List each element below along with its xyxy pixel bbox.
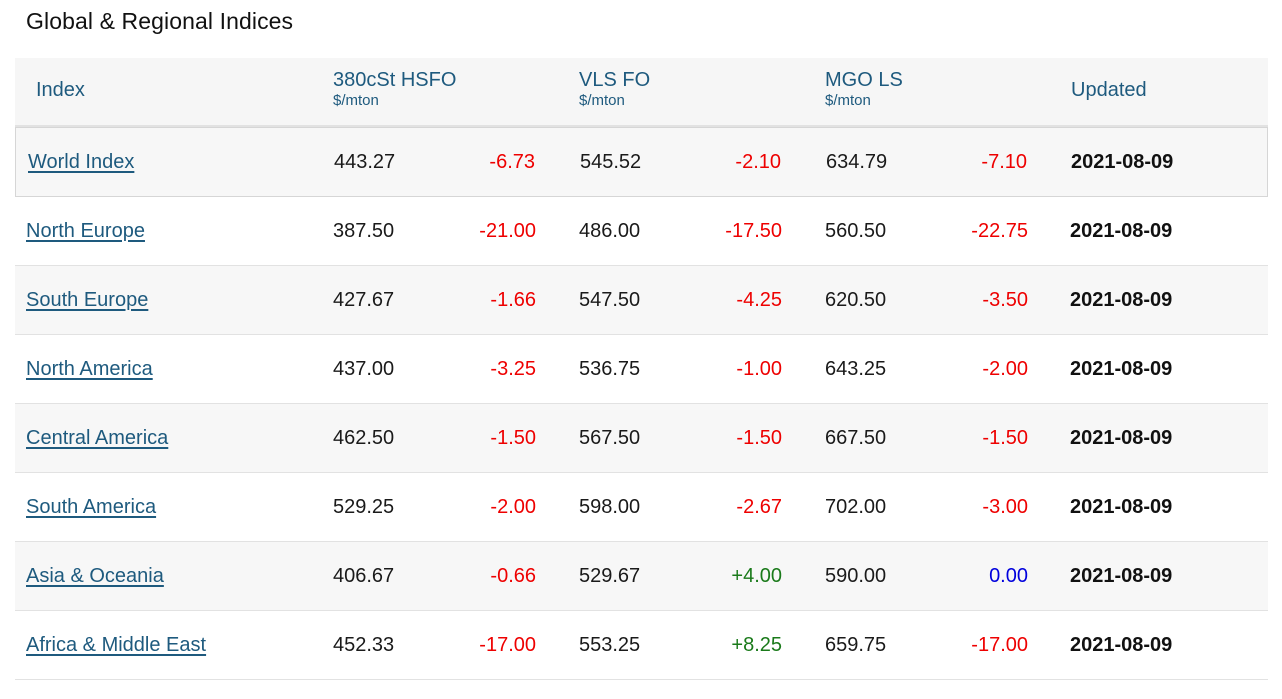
hsfo-change: -1.50 xyxy=(490,427,536,449)
header-mgo-label: MGO LS xyxy=(825,69,903,91)
mgo-price: 667.50 xyxy=(825,427,887,449)
region-link[interactable]: North Europe xyxy=(26,220,145,242)
header-updated-label: Updated xyxy=(1071,79,1147,101)
mgo-change: -1.50 xyxy=(982,427,1028,449)
hsfo-price: 452.33 xyxy=(333,634,395,656)
mgo-price: 620.50 xyxy=(825,289,887,311)
mgo-change: -7.10 xyxy=(981,151,1027,173)
header-hsfo: 380cSt HSFO $/mton xyxy=(333,69,456,110)
table-row: South Europe 427.67 -1.66 547.50 -4.25 620.50… xyxy=(15,266,1268,335)
header-index-label: Index xyxy=(36,79,85,101)
header-mgo: MGO LS $/mton xyxy=(825,69,903,110)
vlsfo-change: -1.00 xyxy=(736,358,782,380)
vlsfo-change: -1.50 xyxy=(736,427,782,449)
hsfo-price: 462.50 xyxy=(333,427,395,449)
region-link[interactable]: Central America xyxy=(26,427,169,449)
hsfo-change: -3.25 xyxy=(490,358,536,380)
vlsfo-change: -4.25 xyxy=(736,289,782,311)
hsfo-change: -6.73 xyxy=(489,151,535,173)
header-vlsfo: VLS FO $/mton xyxy=(579,69,650,110)
updated-date: 2021-08-09 xyxy=(1070,496,1173,518)
mgo-change: -2.00 xyxy=(982,358,1028,380)
vlsfo-change: +8.25 xyxy=(731,634,782,656)
vlsfo-price: 536.75 xyxy=(579,358,641,380)
table-row: Asia & Oceania 406.67 -0.66 529.67 +4.00 590.… xyxy=(15,542,1268,611)
vlsfo-price: 545.52 xyxy=(580,151,642,173)
vlsfo-change: -2.10 xyxy=(735,151,781,173)
updated-date: 2021-08-09 xyxy=(1070,427,1173,449)
header-index: Index xyxy=(36,79,85,102)
mgo-change: -3.00 xyxy=(982,496,1028,518)
mgo-price: 659.75 xyxy=(825,634,887,656)
hsfo-price: 427.67 xyxy=(333,289,395,311)
vlsfo-price: 529.67 xyxy=(579,565,641,587)
hsfo-price: 443.27 xyxy=(334,151,396,173)
page-title: Global & Regional Indices xyxy=(26,8,294,34)
hsfo-change: -1.66 xyxy=(490,289,536,311)
region-link[interactable]: Asia & Oceania xyxy=(26,565,164,587)
vlsfo-change: -2.67 xyxy=(736,496,782,518)
mgo-price: 634.79 xyxy=(826,151,888,173)
header-vlsfo-unit: $/mton xyxy=(579,92,625,109)
updated-date: 2021-08-09 xyxy=(1070,634,1173,656)
table-header: Index 380cSt HSFO $/mton VLS FO $/mton M… xyxy=(15,58,1268,127)
updated-date: 2021-08-09 xyxy=(1070,220,1173,242)
hsfo-change: -21.00 xyxy=(479,220,536,242)
updated-date: 2021-08-09 xyxy=(1071,151,1174,173)
vlsfo-price: 567.50 xyxy=(579,427,641,449)
header-updated: Updated xyxy=(1071,79,1147,102)
vlsfo-change: +4.00 xyxy=(731,565,782,587)
region-link[interactable]: Africa & Middle East xyxy=(26,634,207,656)
updated-date: 2021-08-09 xyxy=(1070,565,1173,587)
mgo-price: 560.50 xyxy=(825,220,887,242)
vlsfo-price: 486.00 xyxy=(579,220,641,242)
header-vlsfo-label: VLS FO xyxy=(579,69,651,91)
hsfo-price: 437.00 xyxy=(333,358,395,380)
region-link[interactable]: North America xyxy=(26,358,153,380)
vlsfo-change: -17.50 xyxy=(725,220,782,242)
table-body: World Index 443.27 -6.73 545.52 -2.10 634.79 -… xyxy=(15,127,1268,680)
mgo-change: -22.75 xyxy=(971,220,1028,242)
region-link[interactable]: South Europe xyxy=(26,289,149,311)
region-link[interactable]: World Index xyxy=(28,151,135,173)
vlsfo-price: 598.00 xyxy=(579,496,641,518)
vlsfo-price: 553.25 xyxy=(579,634,641,656)
indices-table: Index 380cSt HSFO $/mton VLS FO $/mton M… xyxy=(15,58,1268,680)
hsfo-price: 529.25 xyxy=(333,496,395,518)
mgo-change: -17.00 xyxy=(971,634,1028,656)
table-row: South America 529.25 -2.00 598.00 -2.67 702.0… xyxy=(15,473,1268,542)
mgo-change: 0.00 xyxy=(989,565,1028,587)
header-hsfo-label: 380cSt HSFO xyxy=(333,69,457,91)
updated-date: 2021-08-09 xyxy=(1070,289,1173,311)
hsfo-price: 387.50 xyxy=(333,220,395,242)
hsfo-change: -17.00 xyxy=(479,634,536,656)
table-row: North America 437.00 -3.25 536.75 -1.00 643.2… xyxy=(15,335,1268,404)
region-link[interactable]: South America xyxy=(26,496,157,518)
table-row: World Index 443.27 -6.73 545.52 -2.10 634.79 -… xyxy=(15,127,1268,197)
mgo-price: 643.25 xyxy=(825,358,887,380)
hsfo-price: 406.67 xyxy=(333,565,395,587)
vlsfo-price: 547.50 xyxy=(579,289,641,311)
hsfo-change: -0.66 xyxy=(490,565,536,587)
table-row: North Europe 387.50 -21.00 486.00 -17.50 560.… xyxy=(15,197,1268,266)
header-hsfo-unit: $/mton xyxy=(333,92,379,109)
updated-date: 2021-08-09 xyxy=(1070,358,1173,380)
mgo-price: 590.00 xyxy=(825,565,887,587)
mgo-price: 702.00 xyxy=(825,496,887,518)
header-mgo-unit: $/mton xyxy=(825,92,871,109)
table-row: Africa & Middle East 452.33 -17.00 553.25 +8… xyxy=(15,611,1268,680)
table-row: Central America 462.50 -1.50 567.50 -1.50 667… xyxy=(15,404,1268,473)
mgo-change: -3.50 xyxy=(982,289,1028,311)
hsfo-change: -2.00 xyxy=(490,496,536,518)
